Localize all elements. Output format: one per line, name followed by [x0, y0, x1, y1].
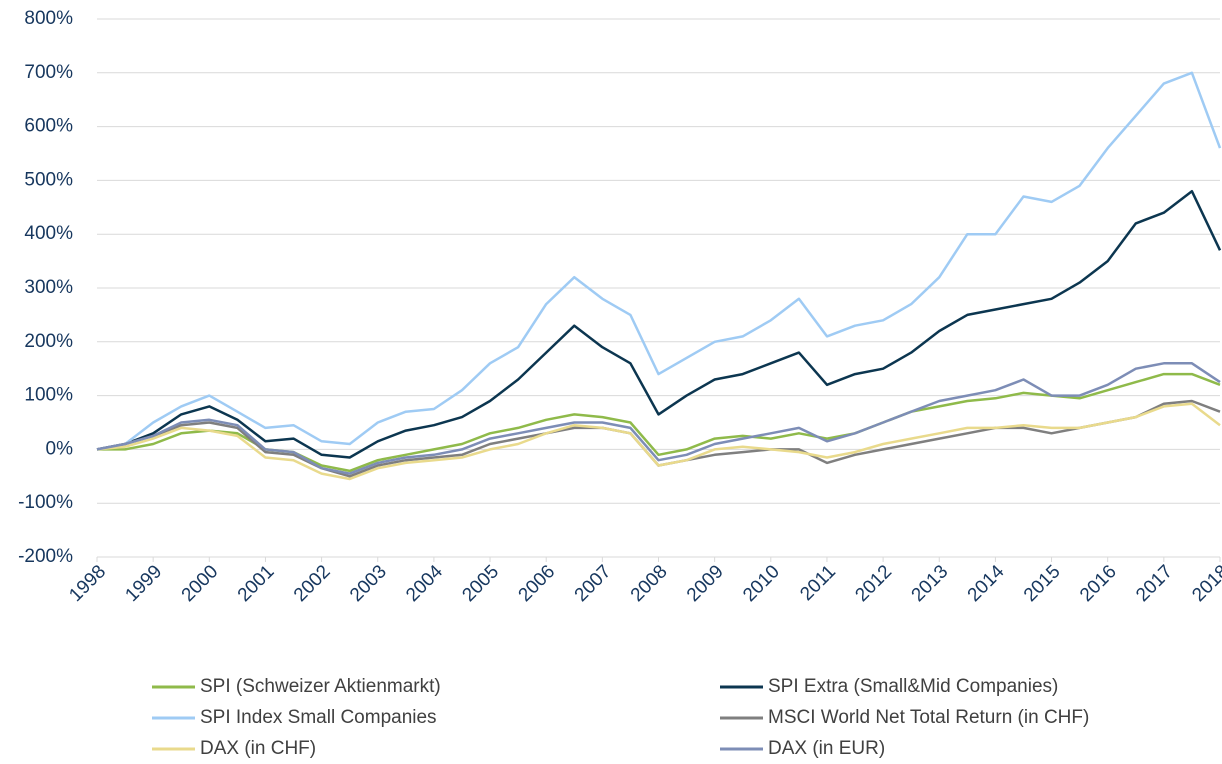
x-tick-label: 2014 [964, 561, 1009, 606]
x-tick-label: 2003 [346, 561, 391, 606]
x-tick-label: 2004 [402, 561, 447, 606]
y-tick-label: 300% [24, 277, 73, 298]
x-tick-label: 2008 [627, 561, 672, 606]
x-tick-label: 2006 [515, 561, 560, 606]
x-tick-label: 1998 [65, 561, 110, 606]
legend-label: DAX (in CHF) [200, 738, 316, 759]
x-tick-label: 2005 [458, 561, 503, 606]
x-tick-label: 2011 [796, 561, 840, 605]
x-tick-label: 2002 [290, 561, 335, 606]
x-tick-label: 2010 [739, 561, 784, 606]
series-line [96, 402, 1221, 481]
legend-label: MSCI World Net Total Return (in CHF) [768, 707, 1089, 728]
series-line [96, 189, 1222, 459]
x-tick-label: 2015 [1020, 561, 1065, 606]
legend-label: SPI Index Small Companies [200, 707, 437, 728]
y-tick-label: 0% [46, 438, 74, 459]
y-tick-label: 200% [24, 331, 73, 352]
legend-label: SPI (Schweizer Aktienmarkt) [200, 676, 441, 697]
x-tick-label: 2001 [234, 561, 279, 606]
y-tick-label: 800% [24, 8, 73, 29]
x-tick-label: 2018 [1188, 561, 1222, 606]
y-tick-label: 500% [24, 169, 73, 190]
x-tick-label: 2009 [683, 561, 728, 606]
y-tick-label: 100% [24, 385, 73, 406]
y-tick-label: 600% [24, 116, 73, 137]
series-line [96, 362, 1221, 475]
x-tick-label: 2007 [571, 561, 616, 606]
x-tick-label: 2012 [851, 561, 896, 606]
legend-label: DAX (in EUR) [768, 738, 885, 759]
x-tick-label: 2000 [178, 561, 223, 606]
y-tick-label: -100% [18, 492, 73, 513]
series-line [96, 71, 1222, 451]
legend-label: SPI Extra (Small&Mid Companies) [768, 676, 1058, 697]
y-tick-label: 400% [24, 223, 73, 244]
x-tick-label: 2017 [1132, 561, 1177, 606]
x-tick-label: 1999 [121, 561, 166, 606]
y-tick-label: -200% [18, 546, 73, 567]
x-tick-label: 2013 [908, 561, 953, 606]
x-tick-label: 2016 [1076, 561, 1121, 606]
y-tick-label: 700% [24, 62, 73, 83]
